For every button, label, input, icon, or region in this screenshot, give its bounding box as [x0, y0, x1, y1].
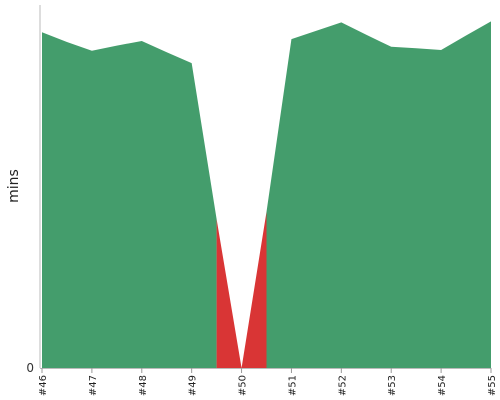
- area-layer: [42, 21, 491, 369]
- x-tick-label: #46: [38, 375, 49, 396]
- x-tick-label: #53: [387, 375, 398, 396]
- area-segment-normal-left: [42, 32, 217, 368]
- y-axis-title: mins: [6, 169, 22, 203]
- axis-layer: [39, 5, 491, 369]
- x-tick-label: #49: [188, 375, 199, 396]
- x-tick-label: #48: [138, 375, 149, 396]
- tick-layer: #46 #47 #48 #49 #50 #51 #52 #53 #54 #55 0: [26, 361, 498, 396]
- x-tick-label: #54: [437, 375, 448, 396]
- area-segment-normal-right: [266, 21, 491, 369]
- area-segment-highlight: [216, 211, 267, 368]
- x-tick-label: #47: [88, 375, 99, 396]
- x-tick-label: #51: [287, 375, 298, 396]
- x-tick-label: #55: [487, 375, 498, 396]
- x-tick-label: #52: [337, 375, 348, 396]
- y-tick-label: 0: [26, 361, 34, 375]
- x-tick-label: #50: [238, 375, 249, 396]
